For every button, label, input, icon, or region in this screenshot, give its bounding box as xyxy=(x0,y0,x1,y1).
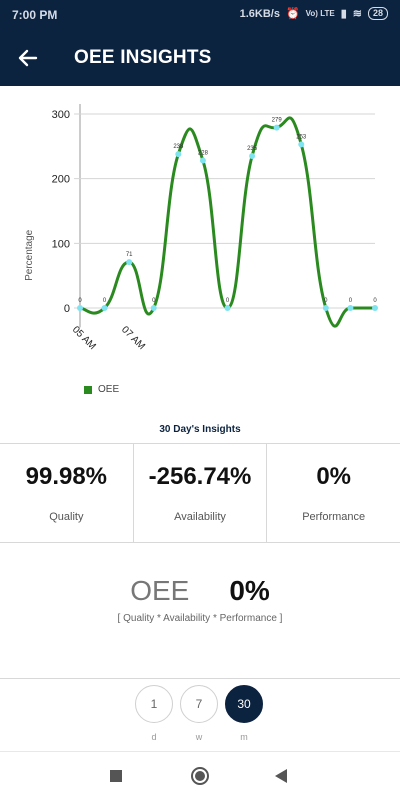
x-tick-label: 07 AM xyxy=(119,324,147,352)
metric-value: 99.98% xyxy=(25,463,108,490)
status-bar: 7:00 PM 1.6KB/s ⏰ Vo) LTE ▮ ≋ 28 xyxy=(0,0,400,30)
metric-label: Performance xyxy=(302,511,366,523)
range-sub-label: m xyxy=(240,732,248,742)
metrics-row: 99.98% Quality -256.74% Availability 0% … xyxy=(0,443,400,543)
app-bar: OEE INSIGHTS xyxy=(0,30,400,86)
metric-label: Availability xyxy=(174,511,226,523)
status-time: 7:00 PM xyxy=(12,8,58,22)
data-label: 71 xyxy=(126,252,133,258)
oee-summary: OEE 0% [ Quality * Availability * Perfor… xyxy=(0,575,400,624)
data-point xyxy=(126,259,133,266)
back-arrow-icon[interactable] xyxy=(14,44,42,72)
insights-title: 30 Day's Insights xyxy=(159,424,241,435)
data-point xyxy=(249,153,256,160)
range-sub-label: d xyxy=(151,732,157,742)
metric-availability: -256.74% Availability xyxy=(134,444,268,542)
wifi-icon: ≋ xyxy=(352,8,362,20)
chart-legend: OEE xyxy=(84,384,119,395)
data-point xyxy=(322,305,329,311)
legend-swatch xyxy=(84,385,92,394)
y-tick-label: 200 xyxy=(52,174,70,186)
data-label: 0 xyxy=(78,298,82,304)
data-point xyxy=(101,305,108,311)
system-nav-bar xyxy=(0,752,400,800)
alarm-icon: ⏰ xyxy=(285,8,300,20)
signal-icon: ▮ xyxy=(340,8,347,20)
home-circle-icon[interactable] xyxy=(190,766,210,786)
legend-label: OEE xyxy=(98,384,120,395)
metric-value: 0% xyxy=(316,463,352,490)
oee-formula: [ Quality * Availability * Performance ] xyxy=(117,613,283,624)
data-label: 228 xyxy=(198,151,209,157)
data-label: 235 xyxy=(247,146,258,152)
oee-series-line xyxy=(79,116,375,328)
range-button-30d[interactable]: 30 xyxy=(225,685,263,723)
recents-square-icon[interactable] xyxy=(110,770,122,782)
x-tick-label: 05 AM xyxy=(70,324,98,352)
y-tick-label: 0 xyxy=(64,303,70,315)
data-point xyxy=(77,305,83,311)
oee-line-chart: 0 100 200 300 Percentage 05 AM 07 AM 0 0 71 0 238 22… xyxy=(0,86,400,416)
y-axis-label: Percentage xyxy=(24,229,35,281)
data-label: 0 xyxy=(324,298,328,304)
data-point xyxy=(298,141,305,148)
metric-quality: 99.98% Quality xyxy=(0,444,134,542)
chart-svg: 0 100 200 300 Percentage 05 AM 07 AM 0 0 71 0 238 22… xyxy=(24,104,378,352)
battery-icon: 28 xyxy=(367,7,388,20)
data-label: 0 xyxy=(373,298,377,304)
network-speed: 1.6KB/s xyxy=(239,7,280,20)
data-label: 0 xyxy=(226,298,230,304)
data-point xyxy=(347,305,354,311)
data-label: 279 xyxy=(272,118,283,124)
data-point xyxy=(175,151,182,158)
data-label: 0 xyxy=(349,298,353,304)
data-point xyxy=(224,305,231,311)
data-point xyxy=(150,305,157,311)
range-button-7d[interactable]: 7 xyxy=(180,685,218,723)
data-point xyxy=(372,305,378,311)
range-button-1d[interactable]: 1 xyxy=(135,685,173,723)
oee-label: OEE xyxy=(130,575,190,606)
range-selector: 1 7 30 d w m xyxy=(0,678,400,752)
data-point xyxy=(199,157,206,164)
y-tick-label: 300 xyxy=(52,109,70,121)
data-label: 0 xyxy=(103,298,107,304)
back-triangle-icon[interactable] xyxy=(274,768,288,784)
metric-label: Quality xyxy=(49,511,84,523)
data-label: 253 xyxy=(296,134,307,140)
page-title: OEE INSIGHTS xyxy=(74,47,212,68)
oee-value: 0% xyxy=(229,575,270,606)
data-point xyxy=(273,124,280,131)
y-tick-label: 100 xyxy=(52,238,70,250)
status-icons: 1.6KB/s ⏰ Vo) LTE ▮ ≋ 28 xyxy=(240,7,388,20)
metric-value: -256.74% xyxy=(148,463,252,490)
network-type: Vo) LTE xyxy=(305,9,335,18)
data-label: 0 xyxy=(152,298,156,304)
range-sub-label: w xyxy=(195,732,203,742)
metric-performance: 0% Performance xyxy=(267,444,400,542)
data-label: 238 xyxy=(173,144,184,150)
